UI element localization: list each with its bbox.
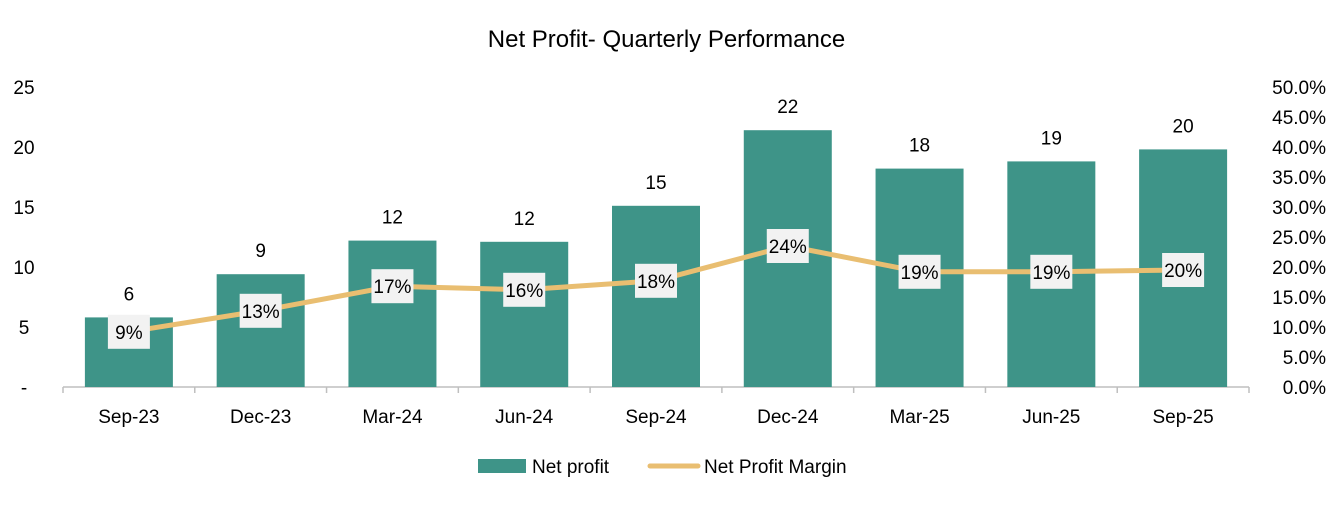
legend-label-net-profit: Net profit	[532, 457, 610, 478]
y-right-tick-label: 15.0%	[1272, 288, 1326, 309]
margin-label-box	[766, 229, 809, 263]
margin-data-label: 24%	[769, 237, 807, 258]
bar-data-label: 22	[777, 97, 798, 118]
y-right-tick-label: 35.0%	[1272, 168, 1326, 189]
x-tick-label: Sep-25	[1152, 407, 1213, 428]
y-right-tick-label: 45.0%	[1272, 108, 1326, 129]
bar-data-label: 20	[1173, 116, 1194, 137]
margin-label-box	[371, 269, 414, 304]
y-left-tick-label: 5	[19, 318, 30, 339]
margin-label-box	[1162, 253, 1205, 287]
bar-data-label: 9	[255, 241, 266, 262]
y-right-tick-label: 10.0%	[1272, 318, 1326, 339]
margin-data-label: 13%	[242, 302, 280, 323]
y-right-tick-label: 25.0%	[1272, 228, 1326, 249]
chart-title: Net Profit- Quarterly Performance	[487, 26, 846, 53]
margin-data-label: 19%	[901, 263, 939, 284]
y-right-tick-label: 30.0%	[1272, 198, 1326, 219]
legend-swatch-net-profit	[478, 459, 526, 473]
margin-data-label: 20%	[1164, 261, 1202, 282]
margin-label-box	[239, 293, 282, 328]
x-tick-label: Sep-24	[625, 407, 687, 428]
margin-data-label: 9%	[115, 323, 143, 344]
margin-label-box	[107, 314, 150, 349]
y-right-tick-label: 0.0%	[1283, 378, 1326, 399]
bar-data-label: 15	[645, 173, 666, 194]
x-tick-label: Jun-24	[495, 407, 554, 428]
y-left-tick-label: 10	[13, 258, 34, 279]
bar-data-label: 12	[382, 208, 403, 229]
x-tick-label: Dec-23	[230, 407, 291, 428]
margin-label-box	[635, 263, 677, 298]
bar-net-profit	[216, 274, 305, 387]
y-left-tick-label: 15	[13, 198, 34, 219]
margin-label-box	[898, 254, 941, 289]
margin-data-label: 17%	[373, 277, 411, 298]
x-tick-label: Sep-23	[98, 407, 159, 428]
legend-label-net-profit-margin: Net Profit Margin	[704, 457, 847, 478]
x-tick-label: Dec-24	[757, 407, 819, 428]
y-left-tick-label: -	[21, 378, 27, 399]
y-right-tick-label: 20.0%	[1272, 258, 1326, 279]
bar-data-label: 12	[514, 209, 535, 230]
x-tick-label: Mar-25	[889, 407, 949, 428]
margin-label-box	[503, 272, 546, 307]
x-tick-label: Jun-25	[1022, 407, 1080, 428]
margin-data-label: 18%	[637, 272, 675, 293]
bar-data-label: 18	[909, 136, 930, 157]
bar-net-profit	[480, 241, 569, 387]
y-left-tick-label: 25	[13, 78, 34, 99]
margin-data-label: 16%	[505, 281, 543, 302]
bar-data-label: 6	[124, 284, 135, 305]
margin-label-box	[1030, 254, 1073, 289]
y-right-tick-label: 50.0%	[1272, 78, 1326, 99]
y-right-tick-label: 40.0%	[1272, 138, 1326, 159]
x-tick-label: Mar-24	[362, 407, 423, 428]
y-left-tick-label: 20	[13, 138, 34, 159]
bar-data-label: 19	[1041, 128, 1062, 149]
y-right-tick-label: 5.0%	[1283, 348, 1326, 369]
bar-net-profit	[348, 240, 437, 387]
margin-data-label: 19%	[1032, 263, 1070, 284]
